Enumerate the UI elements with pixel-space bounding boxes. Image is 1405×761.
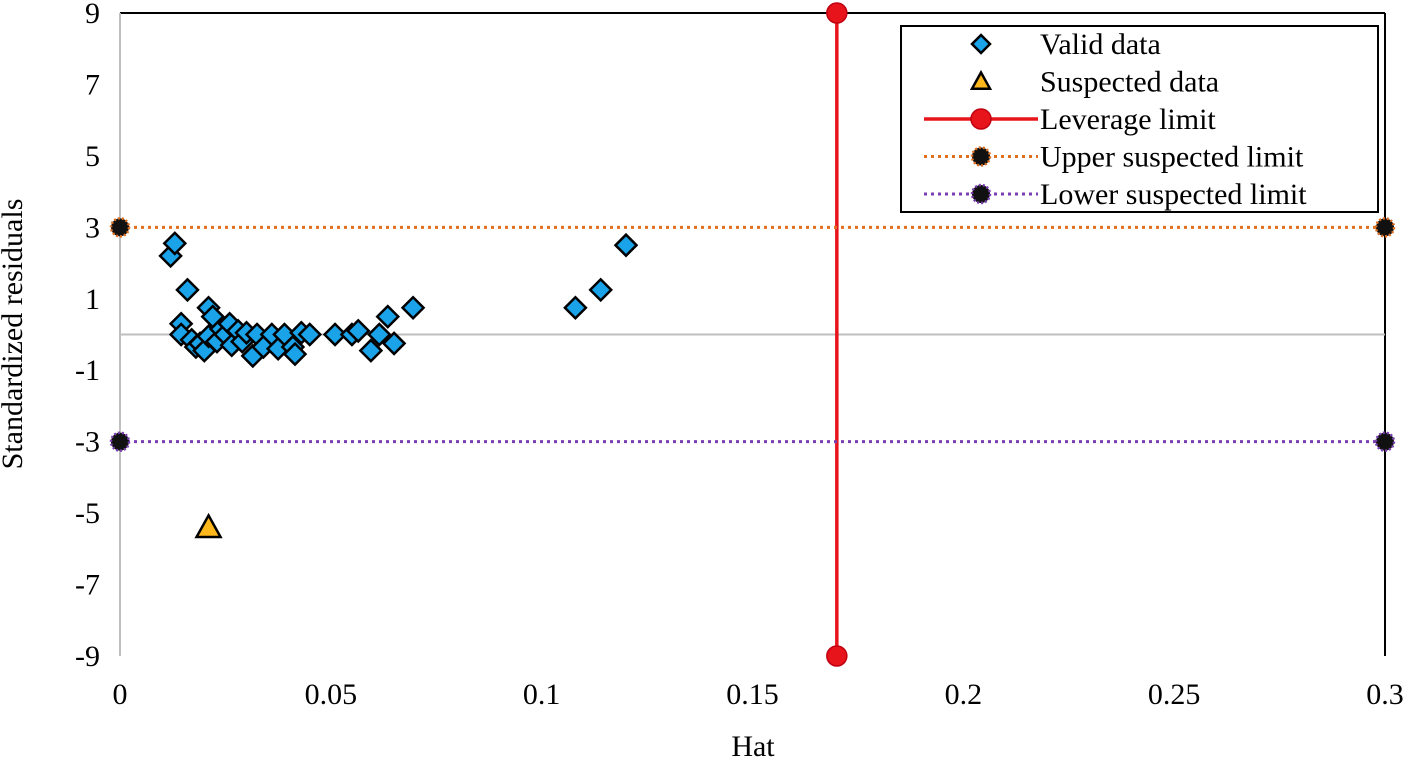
legend-label-leverage-limit: Leverage limit	[1040, 103, 1216, 136]
upper-suspected-limit-point	[109, 217, 131, 238]
valid-data-point	[367, 322, 392, 347]
leverage-limit-point	[826, 645, 848, 667]
y-tick-label: -5	[75, 497, 100, 530]
x-tick-label: 0.25	[1148, 678, 1201, 711]
lower-suspected-limit-point	[109, 431, 131, 452]
legend-swatch-marker	[969, 69, 993, 90]
y-tick-label: -1	[75, 354, 100, 387]
valid-data-point	[375, 304, 401, 329]
y-tick-label: 7	[85, 68, 100, 101]
legend-label-suspected-data: Suspected data	[1040, 66, 1219, 99]
tick-labels: 0 0.05 0.1 0.15 0.2 0.25 0.3 -9 -7 -5 -3 -1 1 3 5 7 9	[75, 0, 1404, 711]
x-tick-label: 0.15	[726, 678, 779, 711]
y-tick-label: 9	[85, 0, 100, 30]
x-tick-label: 0.1	[523, 678, 561, 711]
legend-swatch-marker	[970, 33, 992, 55]
x-tick-label: 0.2	[945, 678, 983, 711]
legend-swatch-marker	[970, 183, 992, 205]
y-tick-label: 1	[85, 283, 100, 316]
x-tick-label: 0	[113, 678, 128, 711]
valid-data-point	[381, 331, 407, 356]
legend: Valid data Suspected data Leverage limit Up…	[900, 25, 1379, 213]
y-tick-label: -3	[75, 426, 100, 459]
valid-data-point	[345, 318, 371, 344]
suspected-data-point	[194, 512, 223, 539]
valid-data-point	[588, 277, 613, 303]
legend-label-upper-suspected-limit: Upper suspected limit	[1040, 141, 1304, 174]
valid-data-point	[400, 295, 426, 320]
legend-swatch-marker	[970, 108, 992, 130]
x-axis-title: Hat	[731, 730, 775, 761]
x-tick-label: 0.3	[1366, 678, 1404, 711]
valid-data-point	[297, 322, 323, 347]
legend-swatch-marker	[970, 146, 992, 167]
y-tick-label: 5	[85, 140, 100, 173]
legend-label-valid-data: Valid data	[1040, 28, 1161, 61]
upper-suspected-limit-point	[1374, 217, 1396, 238]
leverage-limit-point	[826, 2, 848, 24]
y-tick-label: -9	[75, 640, 100, 673]
valid-data-point	[282, 341, 308, 367]
y-tick-label: 3	[85, 211, 100, 244]
valid-data-point	[175, 277, 200, 303]
valid-data-point	[358, 338, 384, 363]
y-tick-label: -7	[75, 569, 100, 602]
y-axis-title: Standardized residuals	[0, 199, 29, 470]
legend-label-lower-suspected-limit: Lower suspected limit	[1040, 178, 1307, 211]
series-layer	[109, 2, 1396, 667]
x-tick-label: 0.05	[305, 678, 358, 711]
valid-data-point	[162, 231, 188, 256]
valid-data-point	[563, 295, 588, 320]
valid-data-point	[613, 232, 639, 258]
valid-data-point	[322, 322, 348, 347]
lower-suspected-limit-point	[1374, 431, 1396, 452]
